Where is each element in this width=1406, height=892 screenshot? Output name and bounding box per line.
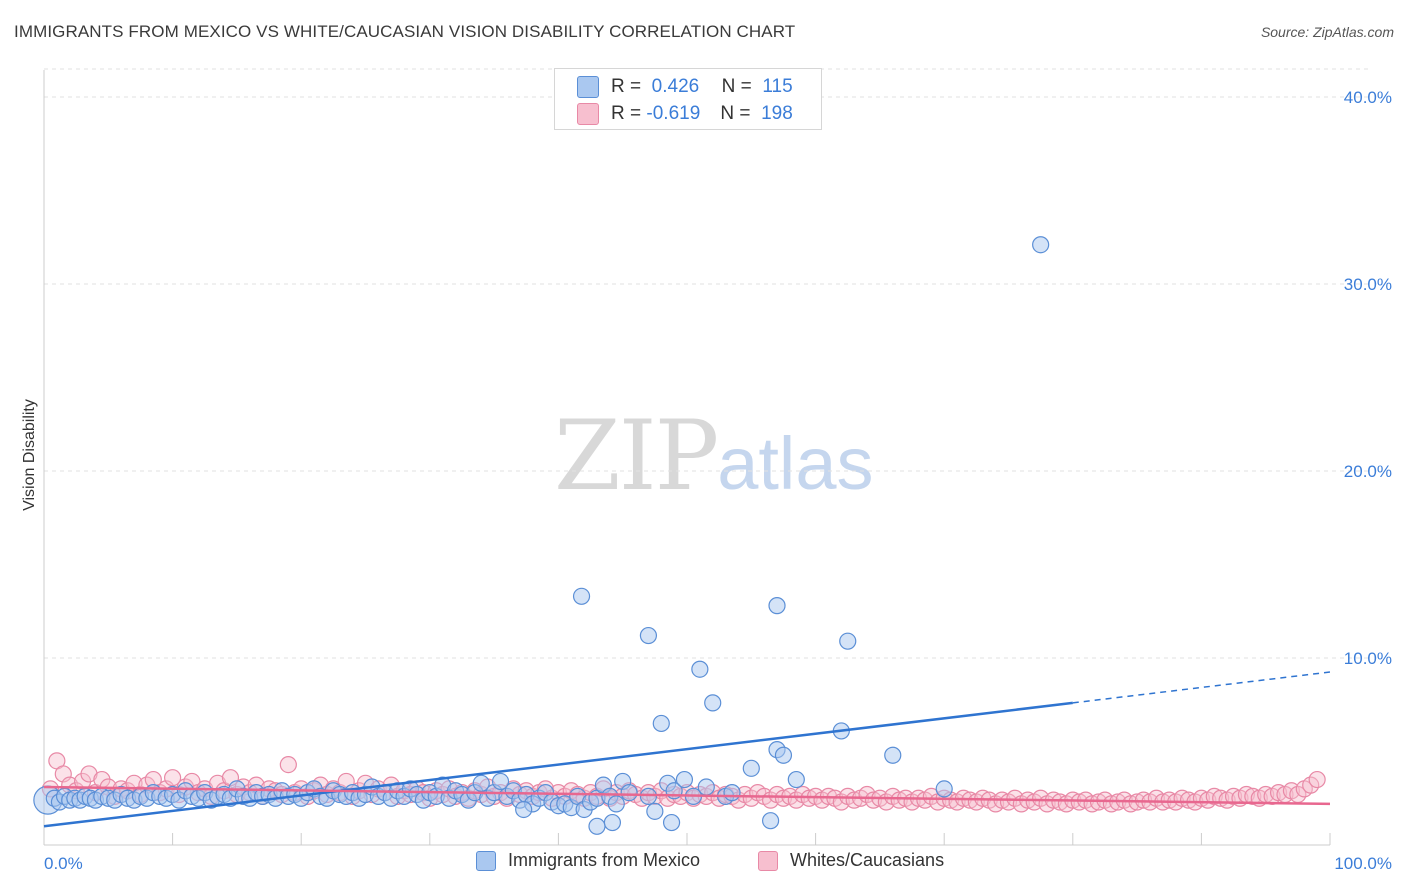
point-whites [1179,791,1198,809]
legend-swatch-whites [758,850,778,871]
tick-labels: 10.0% 20.0% 30.0% 40.0% 0.0% 100.0% [44,88,1392,873]
point-mexico [607,795,625,813]
point-whites [279,755,297,774]
point-whites [1070,793,1088,811]
point-mexico [639,626,658,645]
legend-label-whites: Whites/Caucasians [790,850,945,870]
x-tick-label: 0.0% [44,854,83,873]
legend-row-whites: R = -0.619 N = 198 [577,101,793,127]
series-mexico-points [33,236,1050,835]
legend-n-value-mexico: 115 [762,76,793,97]
point-whites [890,791,908,809]
point-whites [1308,770,1326,789]
stats-legend: R = 0.426 N = 115 R = -0.619 N = 198 [554,68,822,130]
y-tick-label: 40.0% [1344,88,1392,107]
point-whites [164,769,182,787]
trend-line-whites [43,785,1331,806]
legend-row-mexico: R = 0.426 N = 115 [577,74,793,100]
point-mexico [639,787,658,805]
y-axis-label: Vision Disability [21,399,38,511]
point-mexico [603,813,622,832]
legend-item-mexico[interactable]: Immigrants from Mexico [476,850,700,871]
trend-line-mexico-extension [1072,671,1331,704]
point-mexico [588,817,606,835]
legend-label-mexico: Immigrants from Mexico [508,850,701,870]
point-mexico [761,812,780,830]
legend-r-value-mexico: 0.426 [651,76,700,97]
point-mexico [704,694,722,712]
point-whites [774,789,793,807]
point-mexico [646,802,664,820]
legend-swatch-mexico [577,76,599,98]
point-whites [1051,793,1069,811]
point-mexico [515,800,533,819]
watermark-zip: ZIP [554,400,719,512]
y-tick-label: 30.0% [1344,275,1392,294]
legend-n-value-whites: 198 [761,103,793,124]
y-tick-label: 10.0% [1344,649,1392,668]
point-mexico [884,746,902,764]
legend-n-label: N = [720,103,751,124]
x-tick-label: 100.0% [1334,854,1392,873]
point-whites [864,791,883,809]
axes [43,70,1331,846]
point-mexico [691,660,709,678]
legend-item-whites[interactable]: Whites/Caucasians [758,850,944,871]
point-whites [1122,795,1140,813]
watermark-atlas: atlas [717,422,874,505]
point-whites [1244,787,1262,805]
point-mexico [652,714,670,733]
chart-title: IMMIGRANTS FROM MEXICO VS WHITE/CAUCASIA… [14,22,796,41]
point-mexico [472,774,490,792]
grid-lines [44,68,1370,659]
point-mexico [723,784,741,802]
point-mexico [768,597,786,615]
legend-r-value-whites: -0.619 [646,103,701,124]
source-label: Source: ZipAtlas.com [1260,24,1394,40]
point-mexico [839,632,857,650]
point-mexico [662,813,681,832]
point-mexico [491,772,510,791]
trend-lines [43,671,1331,828]
point-mexico [774,746,793,764]
legend-swatch-mexico [476,850,496,871]
point-mexico [572,587,591,605]
legend-r-label: R = [611,76,642,97]
point-mexico [1032,236,1050,254]
point-mexico [935,780,953,798]
trend-line-mexico [43,701,1073,828]
point-mexico [675,770,694,789]
legend-swatch-whites [577,103,599,125]
legend-n-label: N = [721,76,752,97]
watermark: ZIPatlas [554,400,874,512]
series-legend: Immigrants from Mexico Whites/Caucasians [0,850,1406,880]
legend-r-label: R = [611,103,642,124]
point-mexico [620,784,638,802]
y-tick-label: 20.0% [1344,462,1392,481]
point-whites [1205,787,1223,805]
point-whites [1160,791,1178,809]
point-mexico [742,759,760,777]
point-whites [1224,787,1243,805]
point-mexico [697,778,715,796]
point-mexico [787,770,805,789]
point-whites [1269,784,1288,802]
